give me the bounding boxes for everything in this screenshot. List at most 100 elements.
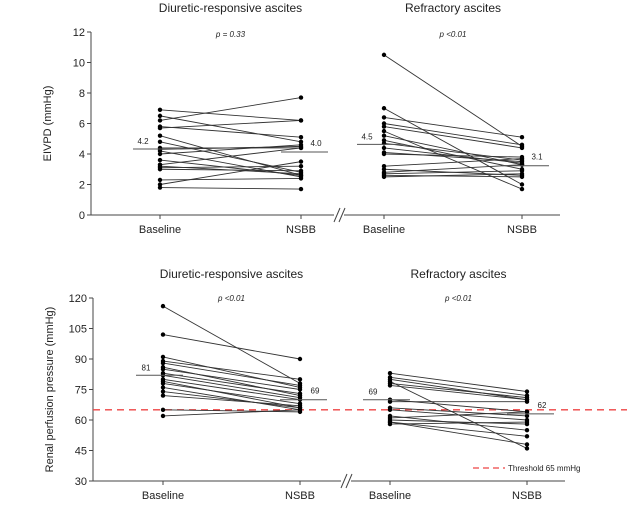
- patient-line: [162, 368, 301, 390]
- y-tick-label: 120: [69, 293, 87, 305]
- baseline-point: [157, 118, 163, 123]
- nsbb-point: [297, 391, 303, 396]
- baseline-point: [381, 128, 387, 134]
- patient-line: [162, 409, 301, 417]
- nsbb-point: [519, 182, 525, 187]
- patient-line: [162, 391, 301, 409]
- nsbb-point: [519, 135, 525, 140]
- nsbb-point: [297, 377, 303, 382]
- nsbb-mean-label: 4.0: [310, 139, 322, 148]
- patient-line: [162, 372, 301, 395]
- y-tick-label: 45: [75, 446, 87, 458]
- axis-break-mark: [333, 207, 341, 223]
- patient-line: [383, 116, 523, 138]
- nsbb-point: [297, 403, 303, 408]
- nsbb-mean-label: 69: [311, 387, 320, 396]
- p-value: p = 0.33: [215, 30, 246, 39]
- baseline-point: [157, 125, 163, 131]
- baseline-point: [157, 185, 163, 190]
- nsbb-point: [519, 145, 525, 151]
- patient-line: [383, 54, 523, 147]
- nsbb-point: [298, 95, 304, 100]
- baseline-point: [160, 381, 166, 386]
- panel-title: Diuretic-responsive ascites: [160, 267, 303, 281]
- patient-line: [162, 380, 301, 409]
- patient-line: [159, 126, 302, 138]
- nsbb-point: [298, 139, 304, 144]
- axis-break-mark: [345, 473, 353, 489]
- baseline-point: [160, 366, 166, 372]
- nsbb-point: [298, 145, 304, 151]
- baseline-point: [157, 113, 163, 119]
- patient-line: [383, 139, 523, 170]
- nsbb-point: [298, 118, 304, 123]
- baseline-point: [160, 303, 166, 309]
- nsbb-mean-label: 3.1: [531, 153, 543, 162]
- nsbb-point: [519, 186, 525, 192]
- patient-line: [383, 173, 523, 178]
- panel-title: Diuretic-responsive ascites: [159, 1, 302, 15]
- patient-line: [159, 147, 302, 166]
- patient-line: [162, 305, 301, 384]
- baseline-point: [381, 115, 387, 120]
- nsbb-point: [519, 142, 525, 148]
- y-axis-label: Renal perfusion pressure (mmHg): [44, 307, 56, 473]
- baseline-point: [387, 407, 393, 413]
- patient-line: [159, 144, 302, 155]
- nsbb-point: [524, 419, 530, 425]
- baseline-point: [381, 121, 387, 126]
- x-tick-label: NSBB: [512, 490, 542, 502]
- patient-line: [389, 378, 528, 401]
- baseline-point: [381, 167, 387, 172]
- patient-line: [389, 421, 528, 445]
- patient-line: [389, 372, 528, 392]
- nsbb-point: [298, 135, 304, 140]
- y-tick-label: 0: [79, 210, 85, 222]
- baseline-point: [160, 389, 166, 394]
- baseline-point: [157, 157, 163, 163]
- y-tick-label: 10: [73, 58, 85, 70]
- patient-line: [159, 120, 302, 129]
- patient-line: [389, 407, 528, 417]
- baseline-point: [381, 174, 387, 180]
- patient-line: [383, 142, 523, 161]
- baseline-point: [157, 107, 163, 112]
- y-tick-label: 6: [79, 119, 85, 131]
- nsbb-point: [298, 159, 304, 164]
- nsbb-point: [297, 407, 303, 413]
- panel-title: Refractory ascites: [410, 267, 506, 281]
- baseline-point: [160, 413, 166, 419]
- x-tick-label: NSBB: [285, 490, 315, 502]
- nsbb-point: [297, 383, 303, 388]
- x-tick-label: Baseline: [363, 224, 405, 236]
- baseline-point: [160, 393, 166, 398]
- axis-break-mark: [338, 207, 346, 223]
- patient-line: [383, 174, 523, 178]
- nsbb-mean-label: 62: [538, 401, 547, 410]
- baseline-point: [381, 124, 387, 129]
- baseline-point: [387, 371, 393, 376]
- patient-line: [162, 378, 301, 401]
- y-tick-label: 60: [75, 415, 87, 427]
- nsbb-point: [524, 442, 530, 447]
- patient-line: [389, 421, 528, 425]
- baseline-point: [381, 133, 387, 138]
- y-axis-label: EIVPD (mmHg): [42, 86, 54, 162]
- nsbb-point: [519, 168, 525, 173]
- patient-line: [159, 168, 302, 172]
- patient-line: [159, 177, 302, 181]
- nsbb-point: [297, 356, 303, 362]
- patient-line: [389, 382, 528, 399]
- patient-line: [389, 384, 528, 401]
- baseline-point: [381, 52, 387, 58]
- nsbb-point: [298, 176, 304, 181]
- patient-line: [159, 135, 302, 176]
- nsbb-point: [519, 174, 525, 180]
- baseline-mean-label: 69: [369, 388, 378, 397]
- patient-line: [383, 126, 523, 149]
- panel-title: Refractory ascites: [405, 1, 501, 15]
- patient-line: [159, 115, 302, 143]
- y-tick-label: 105: [69, 324, 87, 336]
- patient-line: [159, 97, 302, 121]
